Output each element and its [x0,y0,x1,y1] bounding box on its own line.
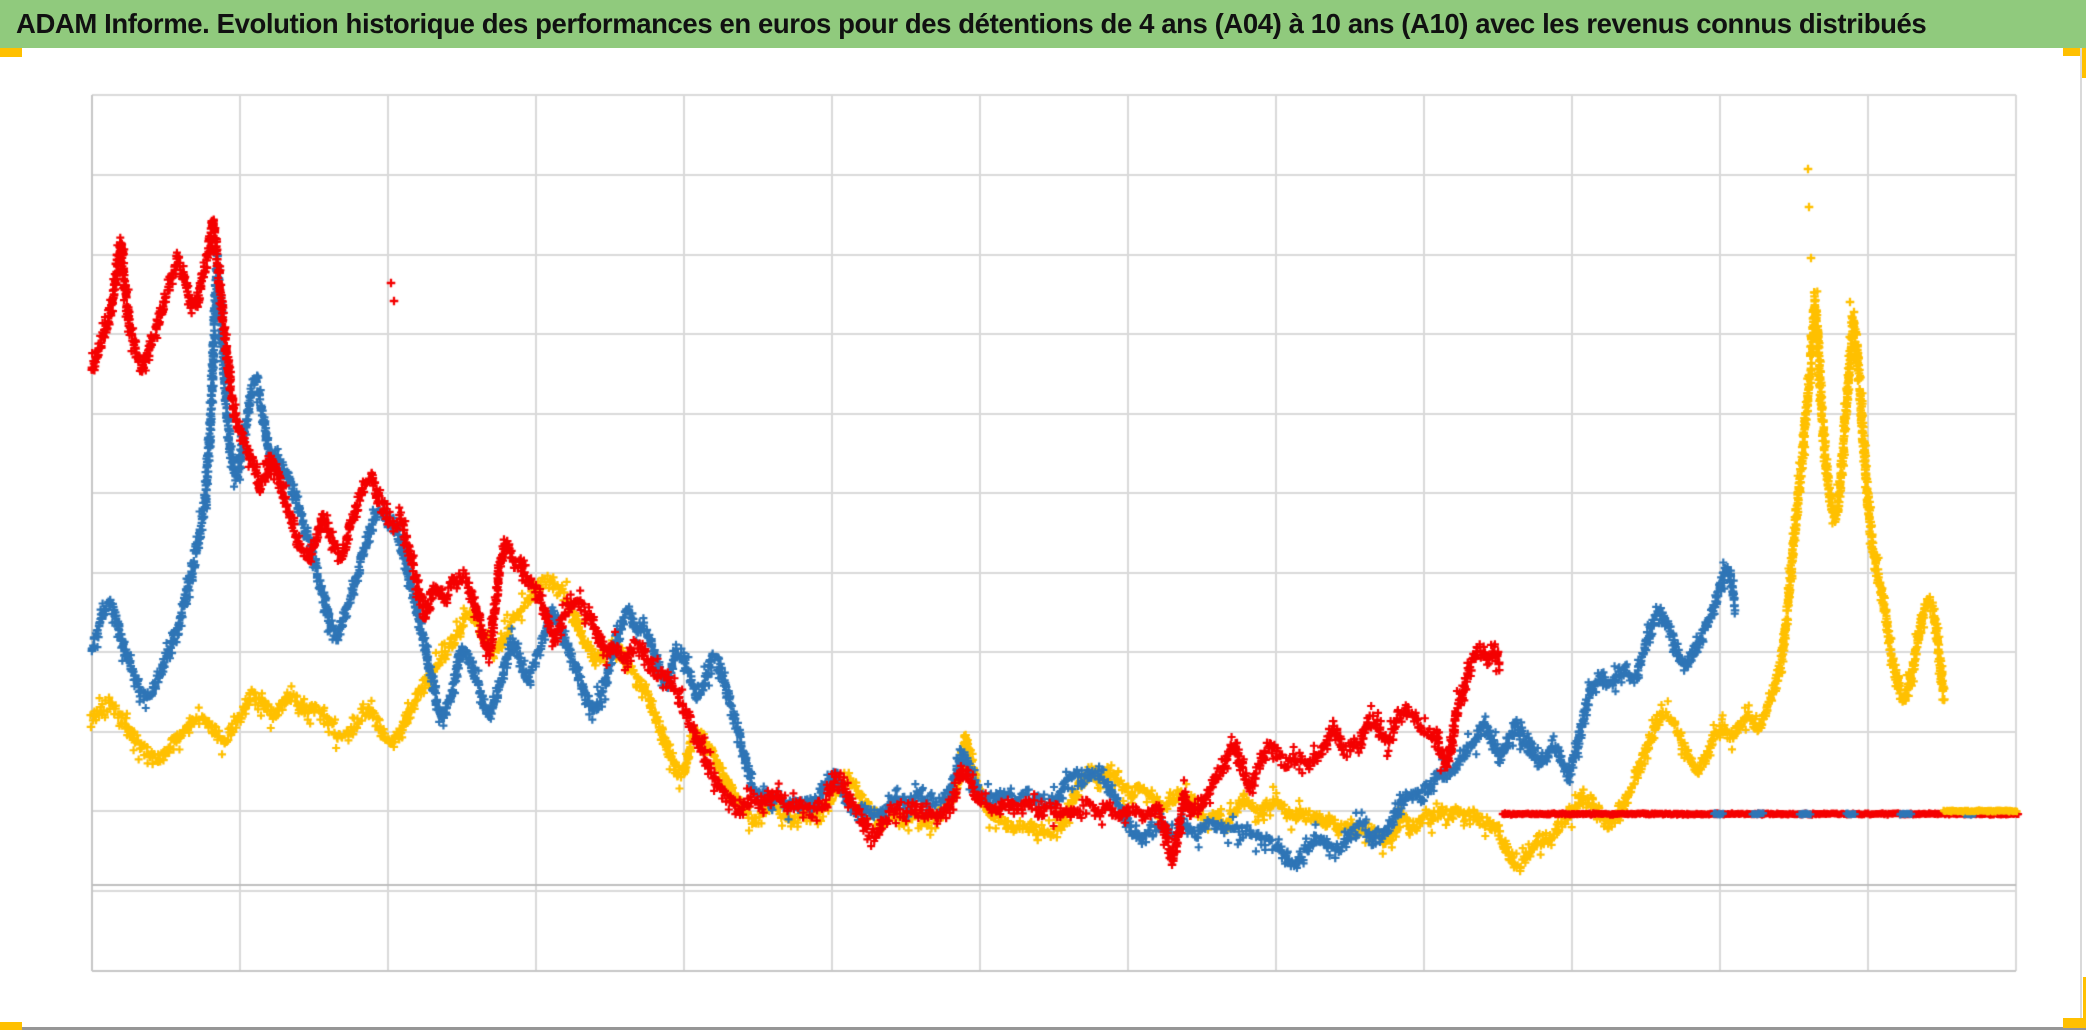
right-edge-line [2080,48,2082,1028]
accent-bottom-right-bracket [2063,977,2086,1028]
bottom-rule [0,1027,2086,1030]
accent-bottom-left [0,1022,22,1030]
